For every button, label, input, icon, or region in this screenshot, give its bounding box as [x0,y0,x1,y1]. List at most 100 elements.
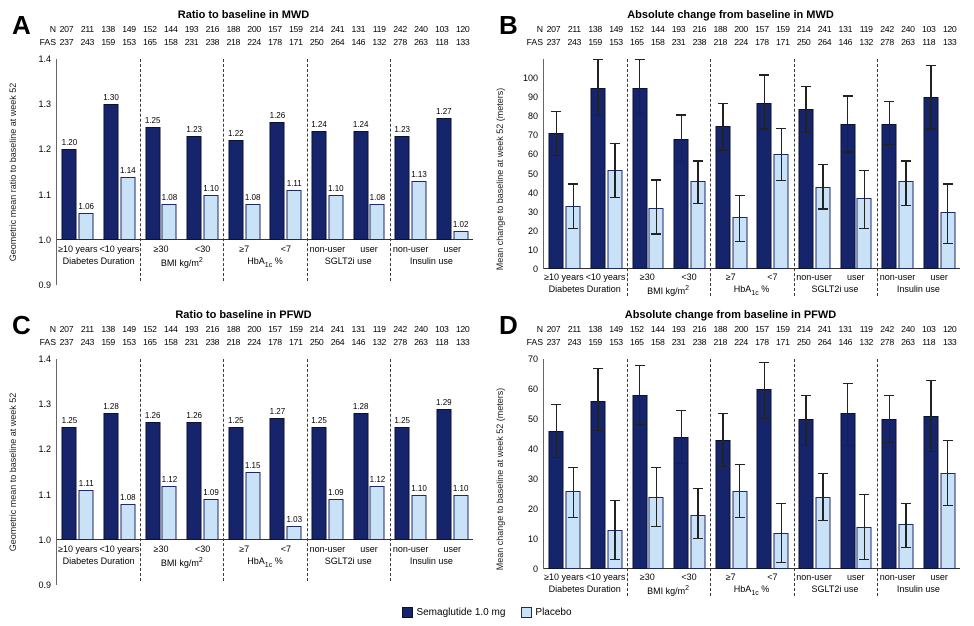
header-group: 242 240 103 120 [877,23,960,36]
bar-column [814,359,835,569]
y-tick-label: 1.4 [38,354,51,364]
error-bar-line [680,410,682,464]
header-group: 214 241 131 119 [793,323,876,336]
fas-value: 159 [101,37,115,47]
plot-area: 1.25 1.11 1.28 1.08 1.26 1.12 1.26 1.09 1.25 1.15… [56,359,473,585]
error-bar [942,183,953,245]
bar-placebo [120,503,136,540]
y-tick-label: 1.0 [38,534,51,545]
error-bar-top-cap [901,160,912,162]
error-bar-line [763,362,766,419]
error-bar-bottom-cap [734,240,745,243]
error-bar-line [738,194,741,243]
bar-column: 1.23 [182,59,203,285]
subgroup-labels: non-user user [877,572,960,583]
header-pair: 118 133 [918,336,960,349]
panel-title: Ratio to baseline in PFWD [175,309,312,321]
header-group: 165 158 231 238 [626,36,709,49]
bar-semaglutide [311,131,327,240]
subgroup-label: <10 years [585,272,626,282]
x-axis-labels: ≥10 years <10 years Diabetes Duration ≥30 <3… [543,272,960,300]
error-bar-bottom-cap [693,537,704,539]
bar-group [877,359,960,569]
n-value: 144 [163,324,178,334]
bar-placebo [203,499,219,540]
bar-column: 1.25 [390,359,411,585]
n-value: 152 [630,324,644,334]
error-bar-bottom-cap [634,112,645,115]
bar-column [586,359,607,569]
bar-column [877,59,898,269]
error-bar [942,440,953,506]
subgroup-labels: non-user user [390,244,473,255]
header-group: 218 224 178 171 [710,336,793,349]
subgroup-label: ≥7 [239,543,250,554]
fas-value: 263 [901,337,915,347]
subgroup-label: ≥7 [725,272,736,282]
header-group: 152 144 193 216 [139,323,222,336]
bar-column: 1.26 [182,359,203,585]
error-bar-top-cap [817,164,828,166]
y-tick-label: 70 [527,354,538,364]
subgroup-label: non-user [392,543,429,554]
bar-column: 1.23 [390,59,411,285]
error-bar-line [846,95,849,153]
category-label: BMI kg/m2 [647,285,690,296]
bar-value-label: 1.25 [394,415,411,425]
n-row-values: 207 211 138 149 152 144 193 216 188 200 157 159 214 2… [543,323,960,336]
error-bar-line [805,395,807,446]
error-bar [759,362,770,419]
bar-pair: 1.22 1.08 [223,59,265,285]
legend-label-placebo: Placebo [535,606,572,618]
subgroup-label: user [930,272,948,282]
group-separator [389,59,391,281]
bar-semaglutide [103,104,119,240]
bar-column [752,59,773,269]
error-bar [842,383,853,446]
bar-placebo [161,203,177,240]
bar-pair: 1.25 1.11 [57,359,99,585]
bar-semaglutide [145,422,161,540]
bar-column: 1.12 [161,359,182,585]
y-tick-label: 90 [527,92,538,103]
error-bar-bottom-cap [817,208,828,210]
fas-value: 263 [901,37,915,47]
bar-group: 1.25 1.11 1.28 1.08 [57,359,140,585]
error-bar-bottom-cap [568,516,579,518]
n-value: 193 [184,24,199,34]
fas-value: 118 [435,337,449,347]
header-pair: 214 241 [306,323,348,336]
subgroup-label: ≥10 years [544,272,584,282]
panel-title: Absolute change from baseline in MWD [627,9,834,21]
subgroup-label: user [360,243,378,254]
bar-group: 1.22 1.08 1.26 1.11 [223,59,306,285]
bar-semaglutide [61,426,77,540]
bar-pair [877,359,919,569]
bar-value-label: 1.12 [369,474,386,484]
bar-group: 1.20 1.06 1.30 1.14 [57,59,140,285]
n-value: 144 [650,24,665,34]
header-pair: 165 158 [626,336,668,349]
bar-pair: 1.27 1.03 [265,359,307,585]
header-pair: 231 238 [181,36,223,49]
x-group: non-user user SGLT2i use [793,572,876,600]
panel-letter-B: B [499,10,518,40]
header-pair: 250 264 [793,36,835,49]
y-tick-label: 1.3 [38,99,51,110]
n-value: 241 [817,324,832,334]
n-value: 188 [226,324,241,334]
fas-value: 278 [880,337,894,347]
error-bar-bottom-cap [759,128,770,130]
category-label: Diabetes Duration [548,284,621,294]
header-pair: 159 153 [585,336,627,349]
header-pair: 159 153 [98,336,140,349]
bar-value-label: 1.26 [269,111,286,121]
bar-group [710,359,793,569]
bar-column: 1.08 [244,59,265,285]
bar-column: 1.28 [99,359,120,585]
fas-value: 231 [671,337,686,347]
bar-group: 1.26 1.12 1.26 1.09 [140,359,223,585]
fas-value: 250 [796,37,811,47]
group-separator [876,359,878,596]
error-bar-bottom-cap [842,151,853,153]
